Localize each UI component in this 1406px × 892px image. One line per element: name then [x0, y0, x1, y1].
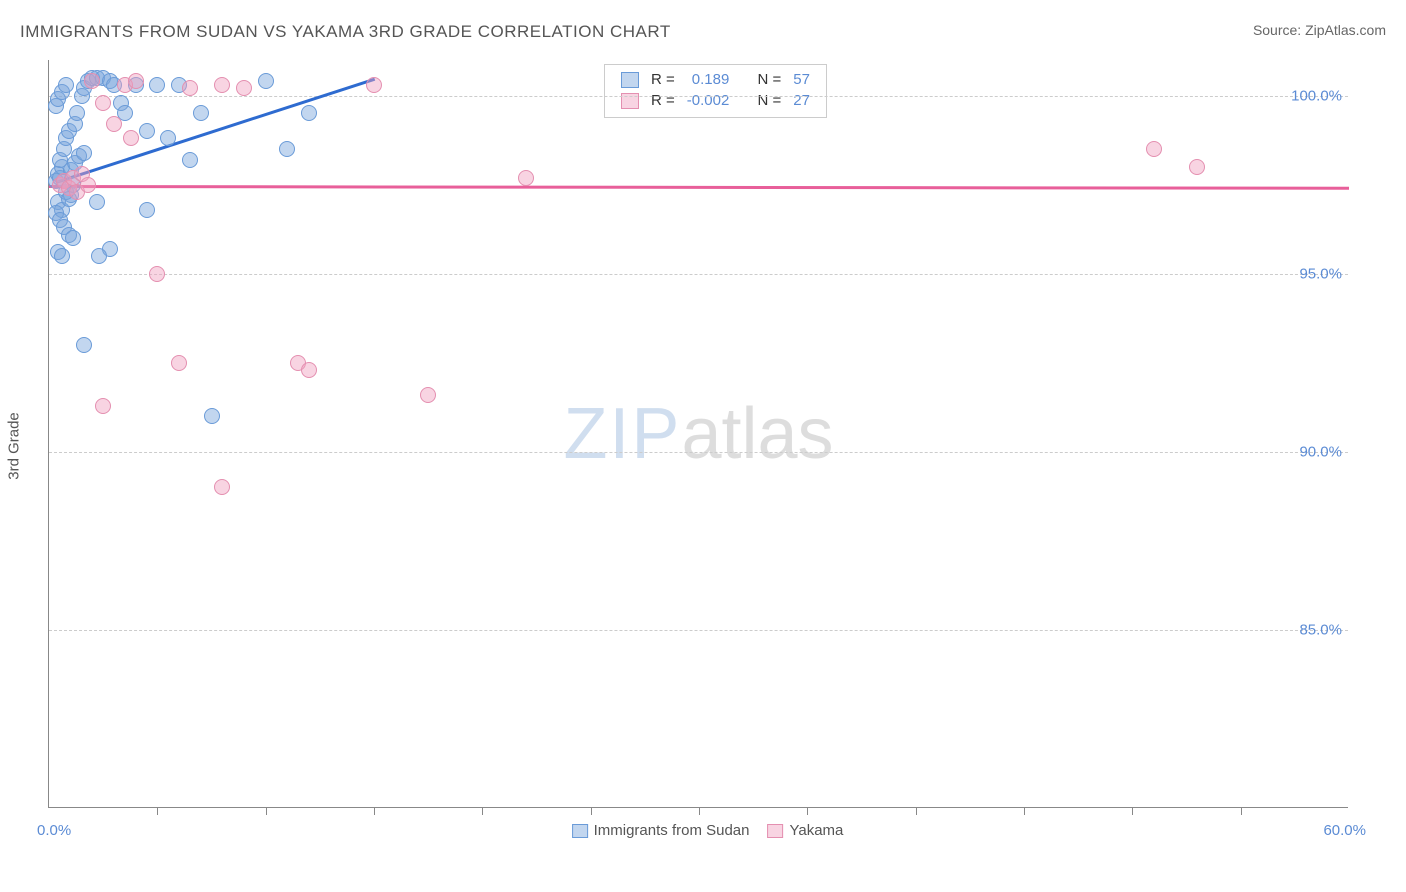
legend-swatch-icon: [621, 72, 639, 88]
data-point: [193, 105, 209, 121]
data-point: [69, 105, 85, 121]
data-point: [279, 141, 295, 157]
correlation-legend: R = 0.189 N = 57 R = -0.002 N = 27: [604, 64, 827, 118]
data-point: [1189, 159, 1205, 175]
watermark: ZIPatlas: [563, 393, 833, 475]
gridline: [49, 452, 1348, 453]
data-point: [420, 387, 436, 403]
data-point: [128, 73, 144, 89]
r-label: R =: [651, 92, 675, 109]
data-point: [518, 170, 534, 186]
n-value: 27: [793, 92, 810, 109]
legend-series-label: Yakama: [789, 822, 843, 839]
x-tick: [482, 807, 483, 815]
x-tick: [916, 807, 917, 815]
data-point: [149, 77, 165, 93]
r-value: -0.002: [687, 92, 730, 109]
legend-row: R = -0.002 N = 27: [615, 90, 816, 111]
r-label: R =: [651, 71, 675, 88]
data-point: [89, 194, 105, 210]
n-label: N =: [757, 92, 781, 109]
y-tick-label: 85.0%: [1299, 621, 1342, 638]
n-label: N =: [757, 71, 781, 88]
data-point: [80, 177, 96, 193]
y-tick-label: 100.0%: [1291, 87, 1342, 104]
data-point: [91, 248, 107, 264]
x-tick: [1241, 807, 1242, 815]
data-point: [84, 73, 100, 89]
data-point: [95, 398, 111, 414]
data-point: [182, 152, 198, 168]
data-point: [123, 130, 139, 146]
r-value: 0.189: [692, 71, 730, 88]
data-point: [214, 479, 230, 495]
data-point: [236, 80, 252, 96]
y-tick-label: 95.0%: [1299, 265, 1342, 282]
legend-swatch-icon: [767, 824, 783, 838]
y-tick-label: 90.0%: [1299, 443, 1342, 460]
trend-line: [49, 185, 1349, 189]
x-tick: [591, 807, 592, 815]
data-point: [76, 145, 92, 161]
x-tick: [157, 807, 158, 815]
legend-swatch-icon: [572, 824, 588, 838]
data-point: [95, 95, 111, 111]
x-tick: [266, 807, 267, 815]
data-point: [366, 77, 382, 93]
data-point: [258, 73, 274, 89]
gridline: [49, 274, 1348, 275]
data-point: [139, 202, 155, 218]
data-point: [182, 80, 198, 96]
data-point: [301, 362, 317, 378]
data-point: [76, 337, 92, 353]
data-point: [171, 355, 187, 371]
x-tick: [807, 807, 808, 815]
data-point: [65, 230, 81, 246]
data-point: [54, 248, 70, 264]
plot-area: ZIPatlas R = 0.189 N = 57 R = -0.002 N = 27 0…: [48, 60, 1348, 808]
data-point: [149, 266, 165, 282]
legend-row: R = 0.189 N = 57: [615, 69, 816, 90]
data-point: [106, 116, 122, 132]
data-point: [160, 130, 176, 146]
data-point: [139, 123, 155, 139]
x-tick: [1132, 807, 1133, 815]
n-value: 57: [793, 71, 810, 88]
data-point: [214, 77, 230, 93]
data-point: [204, 408, 220, 424]
x-tick: [1024, 807, 1025, 815]
y-axis-label: 3rd Grade: [6, 412, 23, 480]
x-tick: [699, 807, 700, 815]
gridline: [49, 630, 1348, 631]
data-point: [1146, 141, 1162, 157]
legend-series-label: Immigrants from Sudan: [594, 822, 750, 839]
x-tick: [374, 807, 375, 815]
series-legend: Immigrants from Sudan Yakama: [554, 822, 844, 839]
data-point: [301, 105, 317, 121]
data-point: [58, 77, 74, 93]
trend-line: [55, 78, 374, 184]
x-axis-min-label: 0.0%: [37, 822, 71, 839]
source-label: Source: ZipAtlas.com: [1253, 22, 1386, 38]
x-axis-max-label: 60.0%: [1323, 822, 1366, 839]
chart-title: IMMIGRANTS FROM SUDAN VS YAKAMA 3RD GRAD…: [20, 22, 671, 42]
